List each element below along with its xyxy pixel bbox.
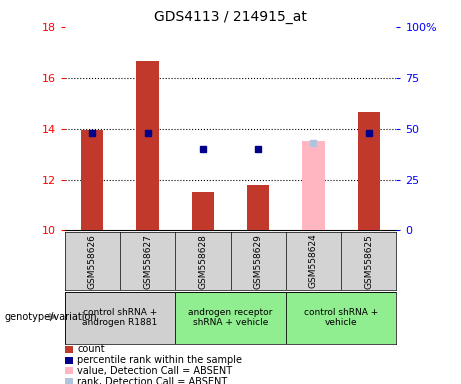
Text: percentile rank within the sample: percentile rank within the sample	[77, 355, 242, 365]
Text: count: count	[77, 344, 105, 354]
Text: control shRNA +
androgen R1881: control shRNA + androgen R1881	[82, 308, 158, 328]
Text: rank, Detection Call = ABSENT: rank, Detection Call = ABSENT	[77, 377, 228, 384]
Text: genotype/variation: genotype/variation	[5, 312, 97, 322]
Bar	[286, 292, 396, 344]
Bar	[358, 112, 380, 230]
Text: GSM558624: GSM558624	[309, 234, 318, 288]
Bar	[175, 292, 286, 344]
Bar	[247, 185, 269, 230]
Bar	[136, 61, 159, 230]
Bar	[81, 130, 103, 230]
Text: GDS4113 / 214915_at: GDS4113 / 214915_at	[154, 10, 307, 23]
Text: GSM558628: GSM558628	[198, 234, 207, 288]
Bar	[192, 192, 214, 230]
Text: GSM558625: GSM558625	[364, 234, 373, 288]
Text: control shRNA +
vehicle: control shRNA + vehicle	[304, 308, 378, 328]
Text: value, Detection Call = ABSENT: value, Detection Call = ABSENT	[77, 366, 232, 376]
Text: GSM558629: GSM558629	[254, 234, 263, 288]
Bar	[302, 141, 325, 230]
Text: GSM558626: GSM558626	[88, 234, 97, 288]
Bar	[65, 292, 175, 344]
Text: androgen receptor
shRNA + vehicle: androgen receptor shRNA + vehicle	[188, 308, 273, 328]
Text: GSM558627: GSM558627	[143, 234, 152, 288]
